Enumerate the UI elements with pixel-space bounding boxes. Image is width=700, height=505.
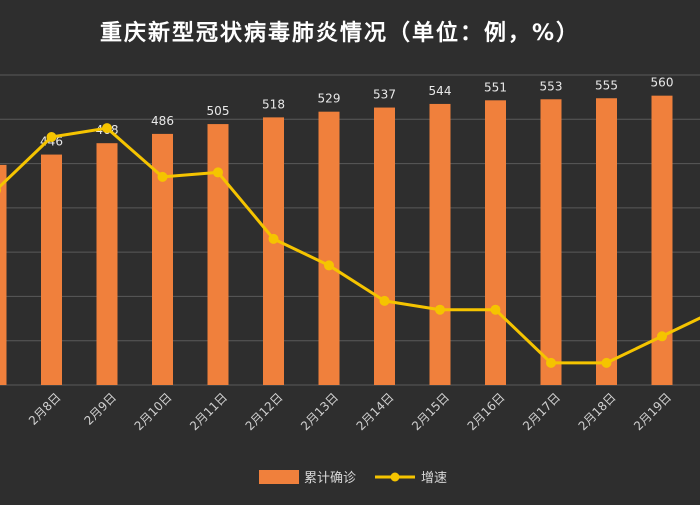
bar (207, 124, 229, 385)
growth-line (0, 126, 700, 365)
bar-data-label: 518 (262, 97, 285, 111)
x-tick-label: 2月15日 (409, 390, 452, 433)
line-point (157, 171, 168, 182)
line-point (379, 295, 390, 306)
bar (0, 164, 7, 385)
line-point (601, 357, 612, 368)
bar-data-label: 544 (429, 84, 452, 98)
line-point (657, 331, 667, 342)
bar (318, 111, 340, 385)
line-point (213, 167, 223, 178)
bar-data-label: 529 (318, 92, 341, 106)
legend: 累计确诊 增速 (259, 470, 447, 486)
chart-title: 重庆新型冠状病毒肺炎情况（单位：例，%） (100, 20, 580, 46)
x-tick-label: 2月8日 (26, 390, 64, 428)
line-point (46, 132, 57, 142)
bar-data-label: 551 (484, 80, 507, 94)
bar-data-label: 486 (151, 114, 174, 128)
bar (540, 99, 562, 386)
bar (374, 107, 395, 386)
x-tick-label: 2月12日 (243, 390, 286, 433)
x-tick-label: 2月16日 (465, 390, 508, 433)
bar (651, 95, 673, 386)
line-point (268, 233, 279, 244)
bar-data-label: 555 (595, 78, 618, 92)
x-tick-label: 2月19日 (631, 390, 674, 433)
legend-swatch-marker (390, 472, 400, 482)
bar-data-label: 553 (540, 79, 563, 93)
x-tick-label: 2月11日 (187, 390, 230, 433)
bar-data-label: 537 (373, 88, 396, 102)
line-point (435, 304, 445, 315)
line-point (0, 187, 1, 194)
bar (41, 154, 62, 385)
bar-data-label: 505 (207, 104, 230, 118)
bar-series (0, 95, 673, 386)
x-axis-ticks: 2月8日 2月9日 2月10日 2月11日 2月12日 2月13日 2月14日 2月15日 2月… (26, 390, 674, 433)
bar (96, 143, 118, 385)
x-tick-label: 2月9日 (81, 390, 119, 428)
legend-label-line: 增速 (421, 471, 447, 486)
x-tick-label: 2月13日 (298, 390, 341, 433)
bar (429, 103, 451, 385)
bar-data-label: 560 (651, 76, 674, 90)
line-series (0, 123, 700, 368)
x-tick-label: 2月17日 (520, 390, 563, 433)
line-point (490, 304, 501, 315)
line-point (324, 260, 334, 271)
x-tick-label: 2月14日 (354, 390, 397, 433)
bar (596, 98, 617, 385)
line-point (546, 357, 556, 368)
x-tick-label: 2月10日 (132, 390, 175, 433)
bar (263, 117, 284, 385)
legend-label-bar: 累计确诊 (304, 471, 356, 486)
bar (485, 100, 506, 386)
line-point (102, 123, 112, 134)
legend-swatch-bar (259, 470, 299, 484)
bar (152, 133, 173, 385)
x-tick-label: 2月18日 (576, 390, 619, 433)
